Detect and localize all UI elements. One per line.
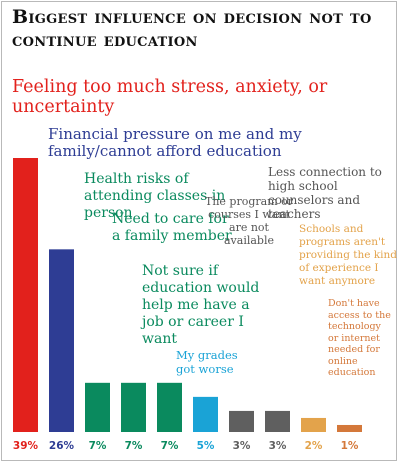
value-label-9: 1%: [341, 440, 359, 452]
bar-7: [265, 410, 290, 432]
category-label-9: Don't have access to the technology or i…: [328, 298, 391, 378]
bar-5: [193, 396, 218, 432]
category-label-4: Not sure if education would help me have…: [142, 263, 260, 347]
bar-3: [121, 382, 146, 432]
bar-0: [13, 158, 38, 432]
bar-6: [229, 410, 254, 432]
bar-8: [301, 417, 326, 432]
category-label-8: Schools and programs aren't providing th…: [299, 223, 397, 287]
chart-title: Biggest influence on decision not to con…: [12, 6, 372, 51]
category-label-1: Financial pressure on me and my family/c…: [48, 125, 302, 160]
value-label-7: 3%: [269, 440, 287, 452]
bar-2: [85, 382, 110, 432]
bar-9: [337, 424, 362, 432]
value-label-1: 26%: [49, 440, 75, 452]
value-label-6: 3%: [233, 440, 251, 452]
category-label-0: Feeling too much stress, anxiety, or unc…: [12, 77, 328, 117]
value-label-5: 5%: [197, 440, 215, 452]
value-label-8: 2%: [305, 440, 323, 452]
bar-1: [49, 249, 74, 432]
bar-4: [157, 382, 182, 432]
value-label-4: 7%: [161, 440, 179, 452]
category-label-7: Less connection to high school counselor…: [268, 165, 382, 221]
category-label-3: Need to care for a family member: [112, 211, 232, 244]
value-label-0: 39%: [13, 440, 39, 452]
category-label-2: Health risks of attending classes in per…: [84, 171, 226, 221]
category-label-5: My grades got worse: [176, 348, 238, 376]
value-label-2: 7%: [89, 440, 107, 452]
category-label-6: The program or courses I want are not av…: [204, 195, 294, 247]
value-label-3: 7%: [125, 440, 143, 452]
